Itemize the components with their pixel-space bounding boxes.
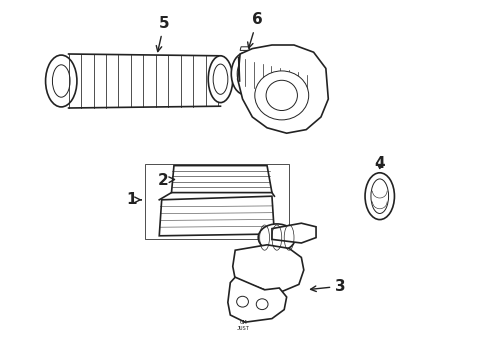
Polygon shape (172, 166, 272, 193)
Ellipse shape (371, 179, 389, 213)
Text: 6: 6 (247, 12, 263, 48)
Ellipse shape (213, 64, 228, 94)
Ellipse shape (46, 55, 77, 107)
Text: JUST: JUST (237, 326, 250, 331)
Polygon shape (233, 245, 304, 292)
Polygon shape (228, 277, 287, 322)
Ellipse shape (231, 53, 259, 95)
Text: 5: 5 (156, 16, 170, 51)
Ellipse shape (258, 224, 295, 251)
Polygon shape (272, 223, 316, 243)
Ellipse shape (266, 80, 297, 111)
Text: 1: 1 (126, 192, 137, 207)
Polygon shape (238, 45, 328, 133)
Text: 4: 4 (374, 156, 385, 171)
Ellipse shape (256, 299, 268, 310)
Polygon shape (159, 196, 274, 236)
Text: 2: 2 (157, 172, 174, 188)
Polygon shape (240, 47, 250, 50)
Ellipse shape (255, 71, 309, 120)
Ellipse shape (208, 56, 233, 103)
Ellipse shape (237, 60, 253, 87)
Text: 3: 3 (311, 279, 346, 294)
Text: GM: GM (240, 320, 247, 325)
Ellipse shape (237, 296, 248, 307)
Ellipse shape (52, 65, 70, 97)
Ellipse shape (365, 173, 394, 220)
